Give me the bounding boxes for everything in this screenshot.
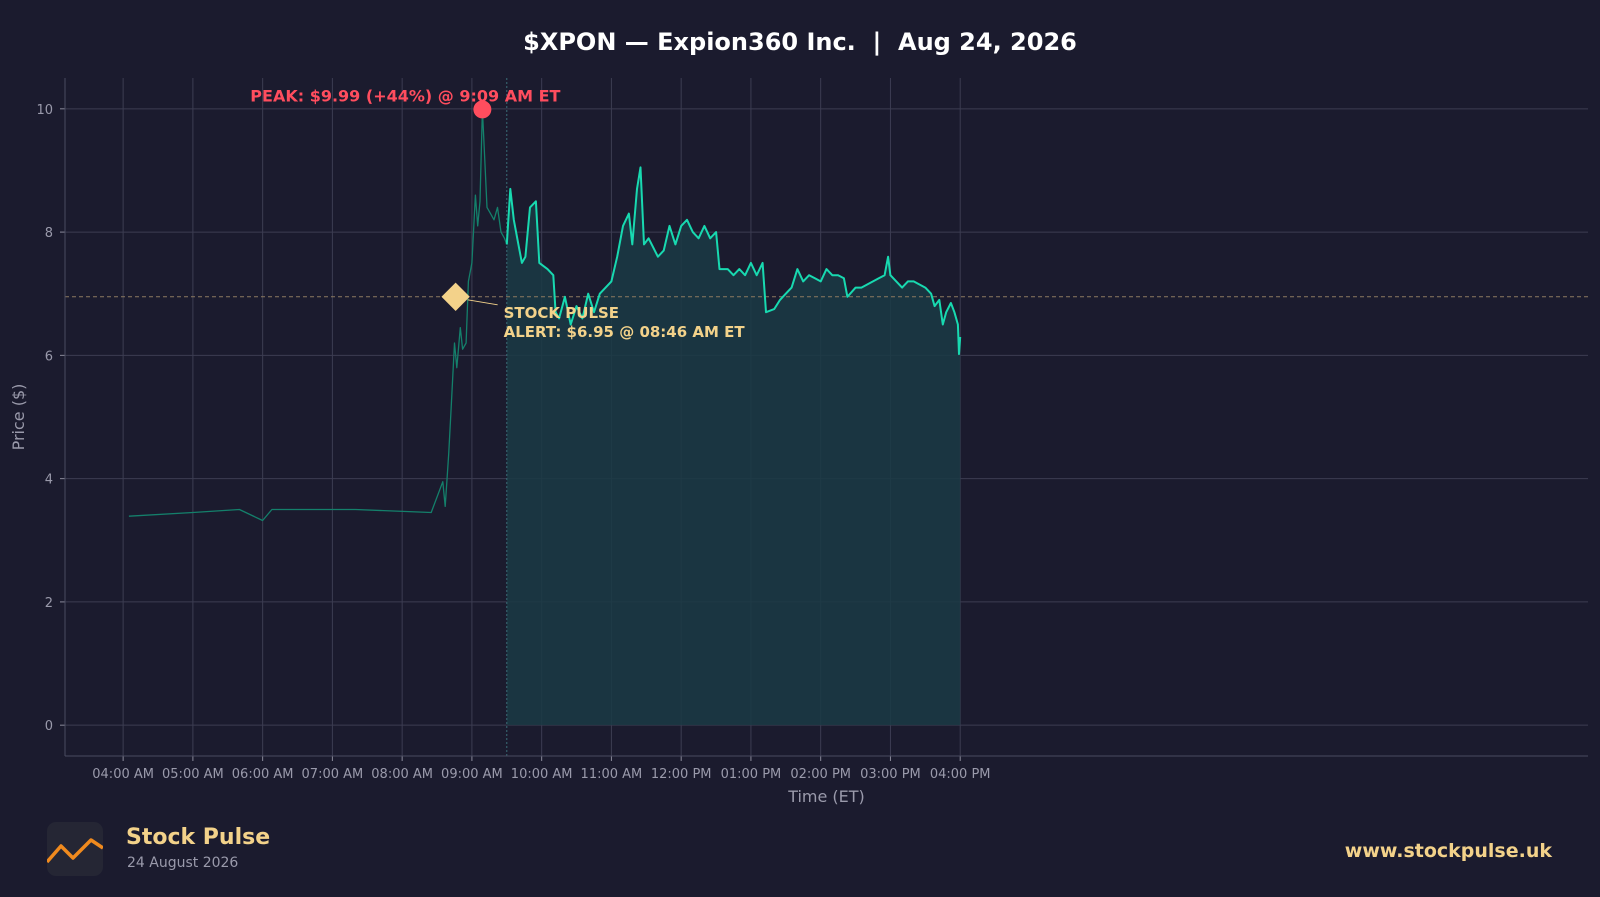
- x-tick-label: 05:00 AM: [162, 767, 224, 782]
- y-tick-label: 8: [45, 226, 53, 241]
- y-tick-label: 0: [45, 719, 53, 734]
- x-tick-label: 04:00 AM: [92, 767, 154, 782]
- x-tick-label: 02:00 PM: [790, 767, 851, 782]
- price-chart: 04:00 AM 05:00 AM 06:00 AM 07:00 AM 08:00 AM…: [9, 78, 1588, 806]
- alert-label-line2: ALERT: $6.95 @ 08:46 AM ET: [504, 323, 746, 341]
- x-tick-label: 07:00 AM: [302, 767, 364, 782]
- y-axis-label: Price ($): [9, 384, 28, 451]
- x-tick-label: 09:00 AM: [441, 767, 503, 782]
- regular-session-fill: [506, 167, 961, 726]
- alert-label-line1: STOCK PULSE: [504, 304, 619, 322]
- x-tick-label: 08:00 AM: [371, 767, 433, 782]
- x-tick-label: 04:00 PM: [930, 767, 991, 782]
- website-link[interactable]: www.stockpulse.uk: [1344, 840, 1552, 862]
- regular-session-area: [506, 167, 961, 726]
- logo: [47, 822, 103, 876]
- peak-marker: [473, 100, 492, 119]
- price-lines: [128, 108, 962, 522]
- x-tick-label: 12:00 PM: [651, 767, 712, 782]
- x-tick-label: 10:00 AM: [511, 767, 573, 782]
- alert-leader-line: [467, 299, 498, 306]
- premarket-series-line: [128, 108, 508, 522]
- y-tick-label: 10: [36, 103, 53, 118]
- footer-date: 24 August 2026: [127, 855, 239, 871]
- x-tick-label: 06:00 AM: [232, 767, 294, 782]
- axes: 04:00 AM 05:00 AM 06:00 AM 07:00 AM 08:00 AM…: [9, 78, 1588, 806]
- brand-name: Stock Pulse: [126, 825, 271, 850]
- annotations: PEAK: $9.99 (+44%) @ 9:09 AM ET STOCK PUL…: [250, 86, 745, 340]
- x-tick-label: 03:00 PM: [860, 767, 921, 782]
- y-tick-label: 4: [45, 473, 53, 488]
- chart-title: $XPON — Expion360 Inc. | Aug 24, 2026: [523, 28, 1077, 56]
- x-tick-label: 11:00 AM: [581, 767, 643, 782]
- peak-label: PEAK: $9.99 (+44%) @ 9:09 AM ET: [250, 86, 560, 105]
- x-tick-label: 01:00 PM: [721, 767, 782, 782]
- alert-marker: [441, 282, 470, 311]
- regular-session-series-line: [505, 166, 962, 356]
- reference-lines: [65, 78, 1588, 756]
- trend-line-icon: [47, 838, 103, 864]
- x-axis-label: Time (ET): [787, 787, 865, 806]
- y-tick-label: 2: [45, 596, 53, 611]
- y-tick-label: 6: [45, 349, 53, 364]
